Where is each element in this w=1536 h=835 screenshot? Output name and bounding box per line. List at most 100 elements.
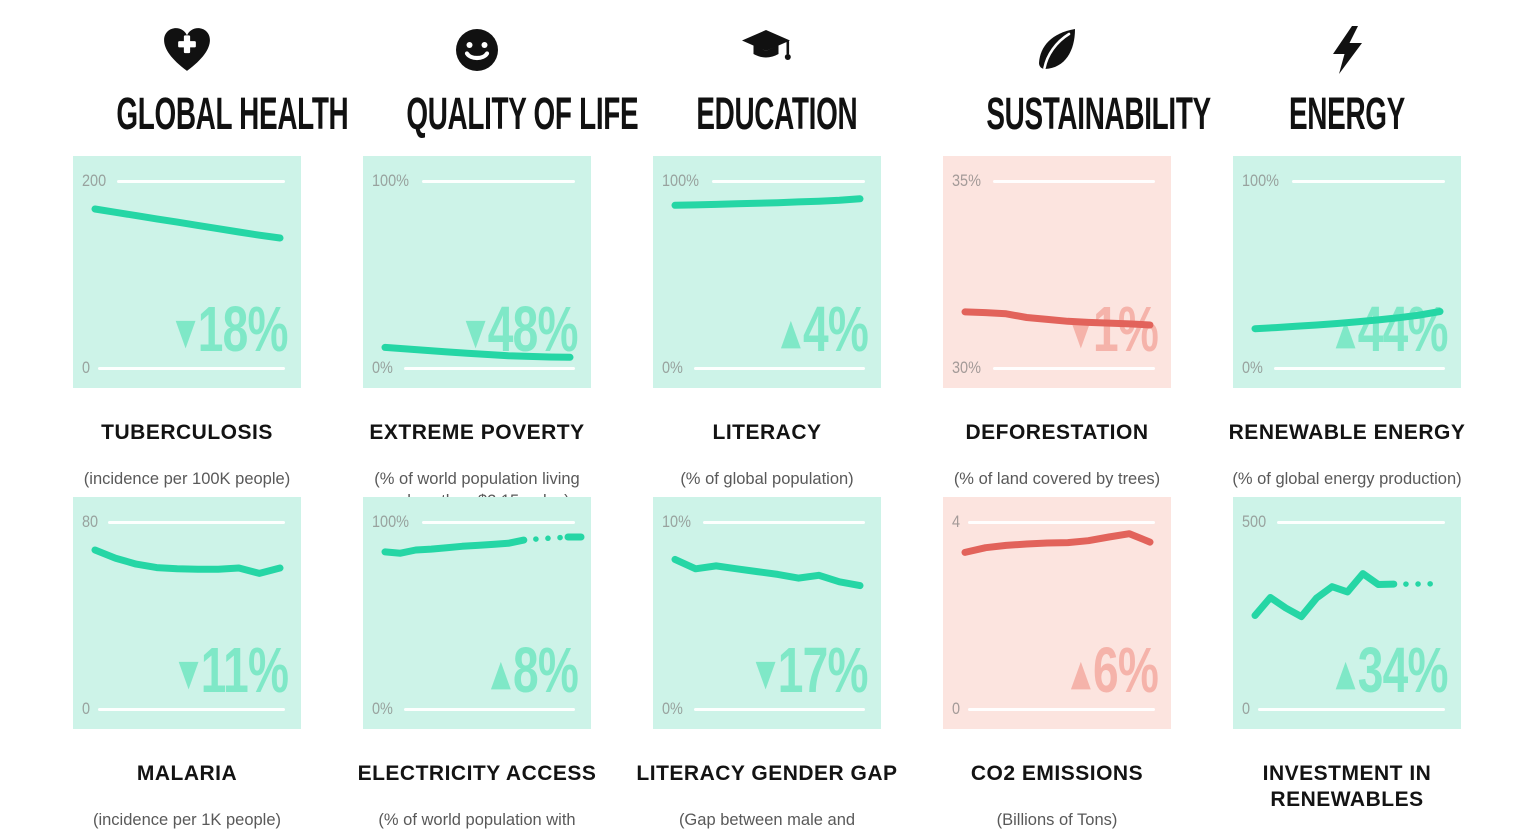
metric-subtitle: (% of world population with access to el…: [378, 811, 576, 835]
up-arrow-icon: ▲: [490, 653, 511, 695]
up-arrow-icon: ▲: [1070, 653, 1091, 695]
y-axis-max-label: 100%: [662, 171, 699, 190]
change-indicator: ▲4%: [780, 297, 869, 361]
change-value: 48%: [487, 293, 579, 366]
down-arrow-icon: ▼: [178, 653, 199, 695]
gridline: [98, 366, 285, 370]
metric-title: EXTREME POVERTY: [369, 421, 585, 444]
gridline-row-top: 100%: [1233, 170, 1461, 192]
change-value: 11%: [200, 634, 288, 707]
y-axis-max-label: 500: [1242, 512, 1267, 531]
change-indicator: ▲6%: [1070, 638, 1159, 702]
change-value: 18%: [197, 293, 289, 366]
chart-card-tuberculosis: 200 0 ▼18%: [73, 156, 301, 388]
change-value: 44%: [1357, 293, 1449, 366]
y-axis-max-label: 100%: [372, 171, 409, 190]
gridline: [693, 366, 865, 370]
change-indicator: ▼18%: [176, 297, 289, 361]
y-axis-max-label: 80: [82, 512, 99, 531]
sparkline-chart: [671, 195, 864, 209]
metric-subtitle: (incidence per 100K people): [83, 470, 291, 489]
column-title: GLOBAL HEALTH: [116, 88, 349, 139]
metric-title: INVESTMENT IN RENEWABLES: [1262, 762, 1432, 812]
change-indicator: ▲44%: [1336, 297, 1449, 361]
sparkline-chart: [1251, 308, 1444, 333]
change-value: 8%: [512, 634, 579, 707]
change-value: 1%: [1092, 293, 1159, 366]
gridline: [403, 707, 575, 711]
y-axis-max-label: 200: [82, 171, 107, 190]
y-axis-min-label: 0: [1242, 699, 1251, 718]
up-arrow-icon: ▲: [780, 312, 801, 354]
y-axis-min-label: 30%: [952, 358, 981, 377]
leaf-icon: [943, 24, 1171, 76]
sparkline-chart: [91, 205, 284, 242]
y-axis-max-label: 4: [952, 512, 961, 531]
sparkline-chart: [1251, 570, 1443, 621]
column-header: SUSTAINABILITY: [943, 0, 1211, 156]
column-title: EDUCATION: [696, 88, 858, 139]
metric-subtitle: (Gap between male and female adult liter…: [678, 811, 856, 835]
change-value: 4%: [802, 293, 869, 366]
chart-card-extreme-poverty: 100% 0% ▼48%: [363, 156, 591, 388]
metric-caption: CO2 EMISSIONS (Billions of Tons): [926, 729, 1188, 835]
metric-title: CO2 EMISSIONS: [970, 762, 1144, 785]
column-title: QUALITY OF LIFE: [406, 88, 639, 139]
gridline: [968, 520, 1155, 524]
metric-title: TUBERCULOSIS: [101, 421, 273, 444]
change-indicator: ▼1%: [1071, 297, 1159, 361]
sparkline-chart: [381, 343, 574, 361]
metric-caption: INVESTMENT IN RENEWABLES ($USD billions): [1216, 729, 1478, 835]
metric-caption: TUBERCULOSIS (incidence per 100K people): [56, 388, 318, 497]
gridline-row-bottom: 0%: [363, 698, 591, 720]
metric-caption: MALARIA (incidence per 1K people): [56, 729, 318, 835]
change-value: 34%: [1357, 634, 1449, 707]
change-indicator: ▲34%: [1336, 638, 1449, 702]
smiley-icon: [363, 24, 591, 76]
y-axis-min-label: 0%: [662, 358, 683, 377]
y-axis-min-label: 0%: [1242, 358, 1263, 377]
gridline: [117, 179, 285, 183]
y-axis-min-label: 0%: [372, 358, 393, 377]
chart-card-malaria: 80 0 ▼11%: [73, 497, 301, 729]
gridline: [1258, 707, 1445, 711]
gridline-row-top: 10%: [653, 511, 881, 533]
gridline: [422, 179, 575, 183]
metric-subtitle: (incidence per 1K people): [92, 811, 282, 830]
gridline-row-bottom: 30%: [943, 357, 1171, 379]
sparkline-chart: [381, 533, 585, 557]
metric-title: ELECTRICITY ACCESS: [357, 762, 597, 785]
change-indicator: ▼17%: [756, 638, 869, 702]
gridline: [968, 707, 1155, 711]
gridline: [993, 366, 1155, 370]
gridline-row-bottom: 0: [943, 698, 1171, 720]
y-axis-max-label: 100%: [372, 512, 409, 531]
graduation-cap-icon: [653, 24, 881, 76]
metric-caption: DEFORESTATION (% of land covered by tree…: [926, 388, 1188, 497]
gridline: [1277, 520, 1445, 524]
gridline-row-bottom: 0%: [653, 357, 881, 379]
gridline-row-top: 500: [1233, 511, 1461, 533]
gridline: [712, 179, 865, 183]
chart-card-literacy: 100% 0% ▲4%: [653, 156, 881, 388]
gridline-row-top: 35%: [943, 170, 1171, 192]
down-arrow-icon: ▼: [465, 312, 486, 354]
metric-title: MALARIA: [136, 762, 238, 785]
gridline: [422, 520, 575, 524]
sparkline-chart: [91, 546, 284, 577]
gridline: [98, 707, 285, 711]
gridline: [693, 707, 865, 711]
gridline-row-top: 100%: [363, 511, 591, 533]
chart-card-electricity-access: 100% 0% ▲8%: [363, 497, 591, 729]
change-indicator: ▲8%: [490, 638, 579, 702]
gridline-row-bottom: 0: [73, 357, 301, 379]
sparkline-chart: [671, 555, 864, 590]
chart-card-co2-emissions: 4 0 ▲6%: [943, 497, 1171, 729]
lightning-bolt-icon: [1233, 24, 1461, 76]
gridline-row-bottom: 0%: [363, 357, 591, 379]
column-header: GLOBAL HEALTH: [73, 0, 349, 156]
metric-title: LITERACY GENDER GAP: [636, 762, 898, 785]
gridline-row-bottom: 0: [1233, 698, 1461, 720]
chart-card-literacy-gender-gap: 10% 0% ▼17%: [653, 497, 881, 729]
